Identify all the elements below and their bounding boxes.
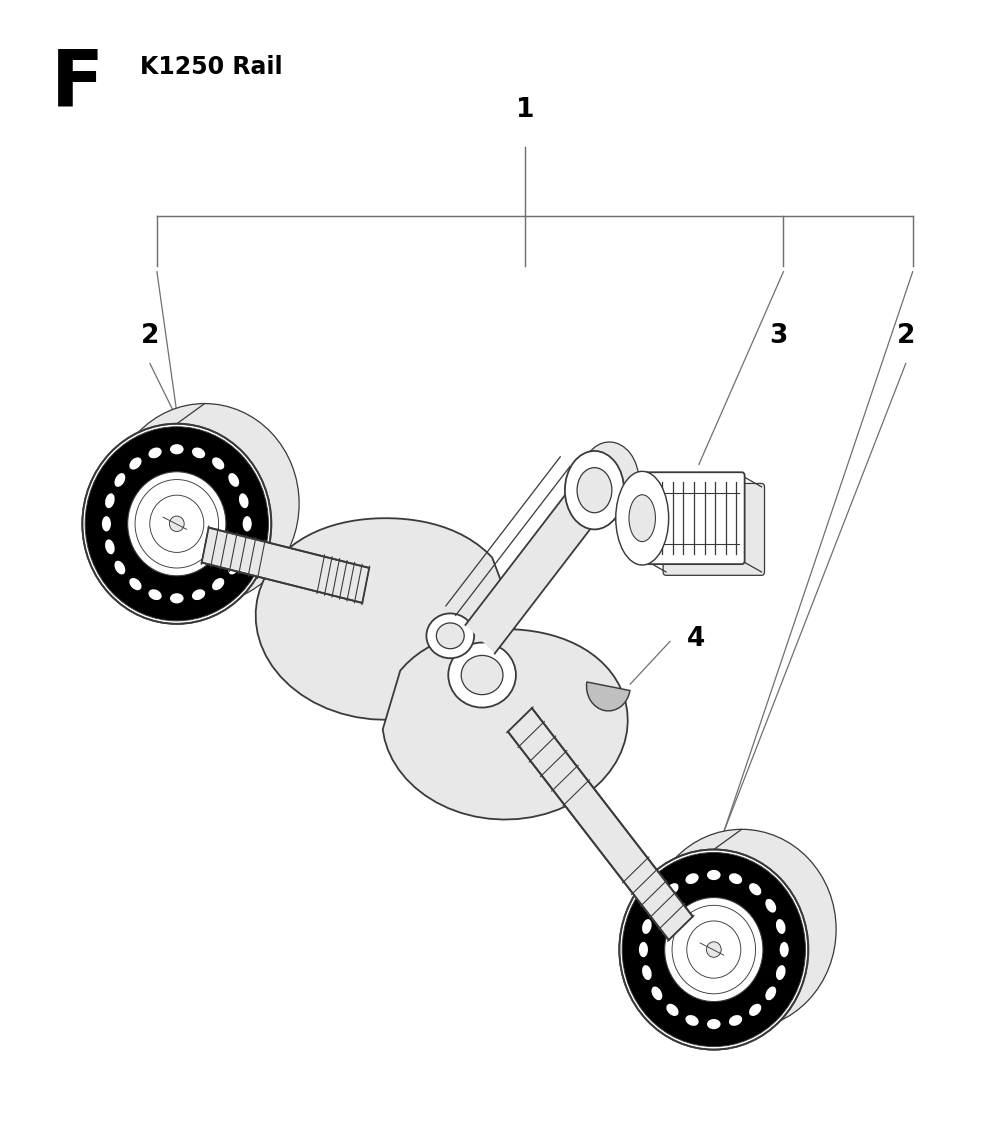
Polygon shape	[465, 476, 609, 653]
Text: 3: 3	[769, 322, 788, 349]
Ellipse shape	[729, 874, 742, 884]
Ellipse shape	[148, 447, 162, 458]
Ellipse shape	[651, 899, 662, 913]
Ellipse shape	[436, 623, 464, 649]
Ellipse shape	[426, 614, 474, 659]
Ellipse shape	[448, 643, 516, 707]
Ellipse shape	[128, 472, 226, 575]
Ellipse shape	[580, 443, 639, 520]
Ellipse shape	[749, 883, 761, 895]
Text: 4: 4	[687, 626, 705, 652]
Ellipse shape	[666, 1003, 679, 1016]
Ellipse shape	[729, 1015, 742, 1026]
Ellipse shape	[105, 539, 115, 554]
Ellipse shape	[239, 493, 249, 508]
Ellipse shape	[192, 447, 205, 458]
Ellipse shape	[243, 516, 252, 531]
FancyBboxPatch shape	[663, 483, 765, 575]
Ellipse shape	[619, 849, 808, 1049]
Ellipse shape	[651, 986, 662, 1000]
Ellipse shape	[776, 965, 786, 980]
Ellipse shape	[170, 593, 184, 604]
Ellipse shape	[82, 423, 271, 624]
Ellipse shape	[665, 897, 763, 1002]
Ellipse shape	[85, 427, 268, 620]
Ellipse shape	[749, 1003, 761, 1016]
Ellipse shape	[239, 539, 249, 554]
Ellipse shape	[148, 589, 162, 600]
Ellipse shape	[129, 457, 142, 470]
Ellipse shape	[685, 1015, 699, 1026]
Ellipse shape	[102, 516, 111, 531]
Ellipse shape	[114, 473, 125, 486]
Ellipse shape	[110, 403, 299, 604]
Text: K1250 Rail: K1250 Rail	[140, 55, 283, 80]
FancyBboxPatch shape	[643, 472, 745, 564]
Ellipse shape	[707, 870, 721, 881]
Ellipse shape	[706, 941, 721, 957]
Text: F: F	[51, 45, 104, 122]
Ellipse shape	[170, 444, 184, 455]
Ellipse shape	[228, 561, 239, 574]
Ellipse shape	[105, 493, 115, 508]
Text: 2: 2	[141, 322, 159, 349]
Polygon shape	[383, 629, 628, 820]
Polygon shape	[508, 708, 693, 940]
Ellipse shape	[192, 589, 205, 600]
Ellipse shape	[577, 467, 612, 512]
Ellipse shape	[642, 919, 652, 933]
Ellipse shape	[765, 986, 776, 1000]
Ellipse shape	[114, 561, 125, 574]
Ellipse shape	[707, 1019, 721, 1029]
Ellipse shape	[461, 655, 503, 695]
Ellipse shape	[666, 883, 679, 895]
Ellipse shape	[765, 899, 776, 913]
Ellipse shape	[212, 578, 224, 590]
Ellipse shape	[616, 472, 669, 565]
Ellipse shape	[639, 941, 648, 957]
Ellipse shape	[228, 473, 239, 486]
Polygon shape	[202, 528, 369, 602]
Ellipse shape	[565, 450, 624, 529]
Ellipse shape	[212, 457, 224, 470]
Ellipse shape	[129, 578, 142, 590]
Text: 2: 2	[897, 322, 915, 349]
Ellipse shape	[776, 919, 786, 933]
Ellipse shape	[642, 965, 652, 980]
Polygon shape	[256, 518, 516, 720]
Text: 1: 1	[516, 97, 534, 123]
Ellipse shape	[622, 852, 805, 1046]
Ellipse shape	[780, 941, 789, 957]
Ellipse shape	[685, 874, 699, 884]
Ellipse shape	[629, 494, 655, 542]
Ellipse shape	[169, 516, 184, 531]
Ellipse shape	[647, 830, 836, 1029]
Wedge shape	[587, 682, 630, 711]
